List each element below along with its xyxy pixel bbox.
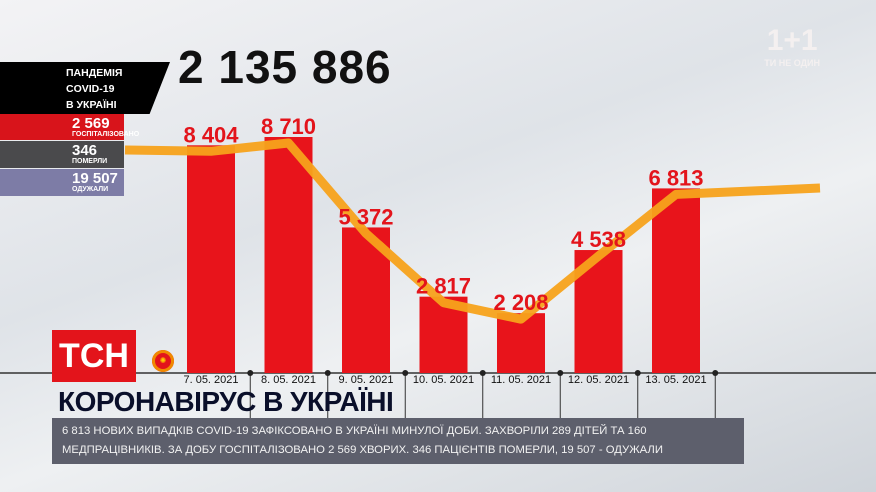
axis-dot (634, 370, 641, 376)
recovered-label: ОДУЖАЛИ (72, 186, 109, 193)
title-line: ПАНДЕМІЯ (66, 67, 123, 79)
headline: КОРОНАВІРУС В УКРАЇНІ (58, 386, 394, 417)
value-label: 4 538 (571, 227, 626, 252)
recovered-value: 19 507 (72, 170, 118, 187)
virus-icon: ✺ (152, 350, 174, 372)
died-label: ПОМЕРЛИ (72, 158, 108, 165)
died-value: 346 (72, 142, 98, 159)
news-ticker: 6 813 НОВИХ ВИПАДКІВ COVID-19 ЗАФІКСОВАН… (52, 418, 744, 464)
title-line: В УКРАЇНІ (66, 99, 117, 111)
total-cases: 2 135 886 (178, 41, 392, 93)
value-label: 5 372 (338, 204, 393, 229)
value-label: 6 813 (648, 165, 703, 190)
axis-dot (479, 370, 486, 376)
axis-dot (557, 370, 564, 376)
date-label: 10. 05. 2021 (413, 374, 474, 386)
value-label: 8 710 (261, 114, 316, 139)
watermark-logo: 1+1 (766, 24, 818, 57)
tsn-logo: ТСН (52, 330, 136, 382)
bar (264, 137, 313, 373)
watermark-tagline: ТИ НЕ ОДИН (764, 58, 820, 68)
died-stat: 346 ПОМЕРЛИ (0, 141, 124, 168)
date-label: 8. 05. 2021 (261, 374, 316, 386)
value-label: 2 208 (493, 290, 548, 315)
date-label: 13. 05. 2021 (645, 374, 706, 386)
trend-line (124, 138, 821, 324)
bar (187, 145, 235, 373)
bar (652, 188, 700, 373)
axis-dot (247, 370, 254, 376)
date-label: 12. 05. 2021 (568, 374, 629, 386)
recovered-stat: 19 507 ОДУЖАЛИ (0, 169, 124, 196)
axis-dot (712, 370, 719, 376)
axis-dot (402, 370, 409, 376)
hospitalized-label: ГОСПІТАЛІЗОВАНО (72, 131, 140, 138)
axis-dot (324, 370, 331, 376)
title-line: COVID-19 (66, 83, 115, 95)
value-label: 8 404 (183, 122, 239, 147)
date-label: 7. 05. 2021 (183, 374, 238, 386)
hospitalized-value: 2 569 (72, 115, 110, 132)
date-label: 9. 05. 2021 (338, 374, 393, 386)
channel-watermark: 1+1 ТИ НЕ ОДИН (764, 24, 820, 68)
date-label: 11. 05. 2021 (491, 374, 551, 386)
hospitalized-stat: 2 569 ГОСПІТАЛІЗОВАНО (0, 114, 140, 140)
value-label: 2 817 (416, 274, 471, 299)
panel-title: ПАНДЕМІЯ COVID-19 В УКРАЇНІ (0, 62, 170, 114)
